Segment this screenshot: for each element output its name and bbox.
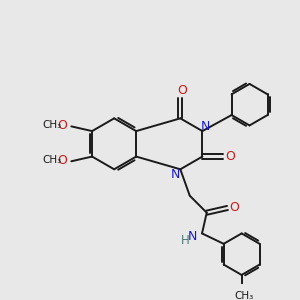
Text: N: N xyxy=(188,230,197,243)
Text: N: N xyxy=(200,120,210,133)
Text: H: H xyxy=(181,235,189,248)
Text: CH₃: CH₃ xyxy=(43,120,62,130)
Text: CH₃: CH₃ xyxy=(43,155,62,165)
Text: O: O xyxy=(177,85,187,98)
Text: O: O xyxy=(229,200,239,214)
Text: O: O xyxy=(57,119,67,132)
Text: O: O xyxy=(225,150,235,163)
Text: O: O xyxy=(57,154,67,167)
Text: CH₃: CH₃ xyxy=(234,291,253,300)
Text: N: N xyxy=(171,169,180,182)
